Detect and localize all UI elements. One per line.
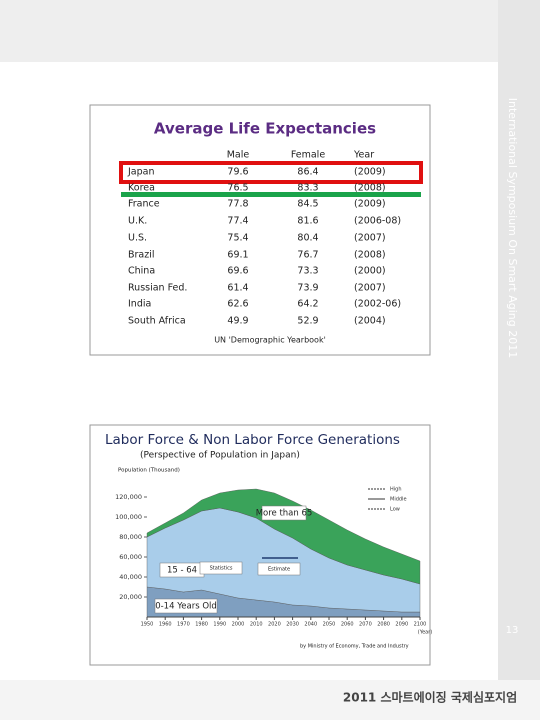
x-tick-label: 1970	[177, 622, 190, 628]
year-cell: (2004)	[354, 316, 386, 327]
x-tick-label: 2050	[323, 622, 336, 628]
slide1-title: Average Life Expectancies	[154, 120, 376, 138]
side-title: International Symposium On Smart Aging 2…	[506, 98, 519, 359]
year-cell: (2008)	[354, 183, 386, 194]
country: U.S.	[128, 233, 147, 244]
country: China	[128, 266, 155, 277]
y-tick-label: 80,000	[119, 533, 142, 541]
value-cell: 79.6	[227, 167, 248, 178]
bottom-band	[0, 680, 540, 720]
country: Japan	[127, 167, 155, 178]
x-tick-label: 2060	[341, 622, 354, 628]
year-cell: (2000)	[354, 266, 386, 277]
value-cell: 77.4	[227, 216, 248, 227]
column-header: Male	[227, 150, 250, 161]
year-cell: (2007)	[354, 233, 386, 244]
footer: 2011 스마트에이징 국제심포지엄	[343, 690, 517, 705]
x-tick-label: 2040	[304, 622, 317, 628]
value-cell: 73.3	[297, 266, 318, 277]
x-tick-label: 2030	[286, 622, 299, 628]
area-series	[146, 488, 421, 585]
value-cell: 81.6	[297, 216, 318, 227]
value-cell: 86.4	[297, 167, 318, 178]
value-cell: 52.9	[297, 316, 318, 327]
x-tick-label: 2070	[359, 622, 372, 628]
top-band	[0, 0, 540, 62]
slide1-source: UN 'Demographic Yearbook'	[214, 336, 326, 345]
period-box	[257, 562, 301, 576]
value-cell: 69.1	[227, 250, 248, 261]
country: France	[128, 199, 160, 210]
year-cell: (2008)	[354, 250, 386, 261]
value-cell: 75.4	[227, 233, 248, 244]
legend-label: High	[390, 487, 402, 493]
value-cell: 73.9	[297, 283, 318, 294]
value-cell: 69.6	[227, 266, 248, 277]
value-cell: 76.5	[227, 183, 248, 194]
highlight-bar	[121, 192, 421, 197]
y-tick-label: 100,000	[115, 513, 142, 521]
series-label: 0-14 Years Old	[155, 602, 217, 612]
x-tick-label: 2080	[377, 622, 390, 628]
country: Russian Fed.	[128, 283, 187, 294]
y-tick-label: 120,000	[115, 493, 142, 501]
highlight-box	[119, 161, 423, 184]
chart-source: by Ministry of Economy, Trade and Indust…	[300, 644, 409, 650]
value-cell: 49.9	[227, 316, 248, 327]
year-cell: (2009)	[354, 167, 386, 178]
legend-label: Middle	[390, 497, 407, 503]
x-tick-label: 2020	[268, 622, 281, 628]
country: Korea	[128, 183, 155, 194]
period-box	[199, 561, 243, 575]
side-band	[498, 0, 540, 720]
legend-label: Low	[390, 507, 400, 513]
country: India	[128, 299, 151, 310]
x-tick-label: 2000	[232, 622, 245, 628]
series-label-box	[154, 598, 218, 614]
y-tick-label: 40,000	[119, 573, 142, 581]
series-label-box	[261, 505, 307, 521]
period-label: Estimate	[268, 567, 290, 573]
y-tick-label: 20,000	[119, 593, 142, 601]
value-cell: 80.4	[297, 233, 318, 244]
series-label: More than 65	[256, 509, 313, 519]
column-header: Female	[291, 150, 326, 161]
value-cell: 62.6	[227, 299, 248, 310]
period-label: Statistics	[210, 566, 233, 572]
value-cell: 64.2	[297, 299, 318, 310]
y-axis-title: Population (Thousand)	[118, 468, 180, 474]
series-label: 15 - 64	[167, 566, 197, 576]
year-cell: (2002-06)	[354, 299, 401, 310]
x-tick-label: 2090	[395, 622, 408, 628]
value-cell: 61.4	[227, 283, 248, 294]
x-tick-label: 2010	[250, 622, 263, 628]
value-cell: 84.5	[297, 199, 318, 210]
x-unit: (Year)	[418, 630, 433, 636]
slide2-subtitle: (Perspective of Population in Japan)	[140, 451, 300, 461]
x-tick-label: 2100	[414, 622, 427, 628]
slide2-title: Labor Force & Non Labor Force Generation…	[105, 432, 400, 448]
country: Brazil	[128, 250, 155, 261]
country: U.K.	[128, 216, 147, 227]
x-tick-label: 1990	[213, 622, 226, 628]
page-number: 13	[506, 625, 519, 636]
year-cell: (2007)	[354, 283, 386, 294]
country: South Africa	[128, 316, 186, 327]
x-tick-label: 1980	[195, 622, 208, 628]
slide1-frame	[89, 104, 431, 356]
year-cell: (2006-08)	[354, 216, 401, 227]
value-cell: 83.3	[297, 183, 318, 194]
value-cell: 76.7	[297, 250, 318, 261]
x-tick-label: 1950	[141, 622, 154, 628]
y-tick-label: 60,000	[119, 553, 142, 561]
x-tick-label: 1960	[159, 622, 172, 628]
value-cell: 77.8	[227, 199, 248, 210]
column-header: Year	[353, 150, 374, 161]
year-cell: (2009)	[354, 199, 386, 210]
